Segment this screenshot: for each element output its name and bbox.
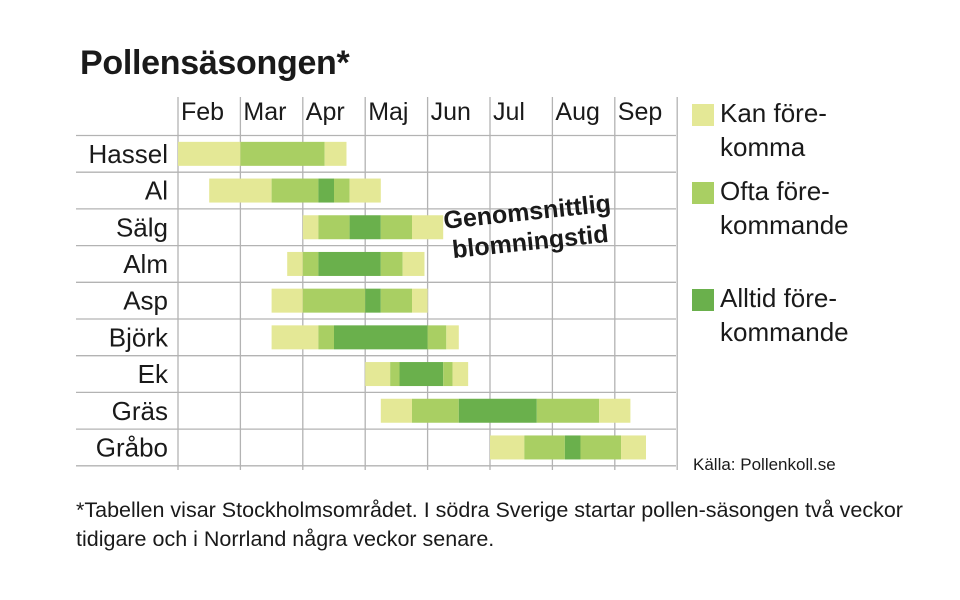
row-label: Asp [123, 286, 168, 316]
bar-segment [412, 398, 459, 423]
bar-segment [349, 178, 381, 203]
row-label: Al [145, 176, 168, 206]
bar-segment [399, 362, 444, 387]
bar-segment [240, 141, 325, 166]
bar-segment [334, 325, 428, 350]
bar-segment [402, 251, 425, 276]
row-label: Alm [123, 249, 168, 279]
month-label: Jun [431, 98, 471, 126]
footnote-text: *Tabellen visar Stockholmsområdet. I söd… [76, 498, 903, 551]
source-text: Källa: Pollenkoll.se [693, 455, 836, 474]
bar-segment [287, 251, 303, 276]
bar-segment [390, 362, 400, 387]
bar-segment [443, 362, 453, 387]
bar-segment [365, 362, 391, 387]
row-label: Gräs [112, 396, 168, 426]
month-label: Aug [555, 98, 599, 126]
bar-segment [412, 288, 428, 313]
bar-segment [524, 435, 565, 460]
bar-segment [324, 141, 347, 166]
bar-segment [318, 325, 334, 350]
bar-segment [380, 251, 403, 276]
bar-segment [380, 215, 412, 240]
bar-segment [458, 398, 537, 423]
bar-segment [621, 435, 646, 460]
legend-label-level0: Kan före- komma [720, 98, 827, 162]
bar-segment [271, 325, 319, 350]
bar-segment [427, 325, 447, 350]
month-label: Jul [493, 98, 525, 126]
bar-segment [178, 141, 241, 166]
bar-segment [302, 251, 319, 276]
bar-segment [490, 435, 525, 460]
month-labels: Feb Mar Apr Maj Jun Jul Aug Sep [181, 98, 662, 126]
bar-segment [334, 178, 350, 203]
row-label: Björk [109, 322, 169, 352]
month-label: Mar [243, 98, 286, 126]
bars [178, 141, 646, 460]
bar-segment [302, 215, 319, 240]
bar-segment [318, 215, 350, 240]
month-label: Apr [306, 98, 345, 126]
legend-swatch-level2 [692, 289, 714, 311]
bar-segment [564, 435, 581, 460]
row-labels: Hassel Al Sälg Alm Asp Björk Ek Gräs Gråbo [89, 139, 169, 463]
bar-segment [271, 288, 303, 313]
bar-segment [302, 288, 366, 313]
bar-segment [412, 215, 444, 240]
bar-segment [365, 288, 381, 313]
bar-segment [318, 251, 381, 276]
bar-segment [318, 178, 334, 203]
month-label: Maj [368, 98, 408, 126]
row-label: Hassel [89, 139, 168, 169]
bar-segment [580, 435, 622, 460]
legend-label-level2: Alltid före- kommande [720, 283, 849, 347]
legend-swatch-level0 [692, 104, 714, 126]
month-label: Sep [618, 98, 662, 126]
month-label: Feb [181, 98, 224, 126]
bar-segment [536, 398, 600, 423]
bar-segment [380, 398, 412, 423]
bar-segment [380, 288, 412, 313]
row-label: Gråbo [96, 432, 168, 462]
bar-segment [349, 215, 381, 240]
legend-swatch-level1 [692, 182, 714, 204]
bar-segment [271, 178, 319, 203]
chart-title: Pollensäsongen* [80, 44, 350, 82]
row-label: Ek [138, 359, 169, 389]
bar-segment [446, 325, 459, 350]
row-label: Sälg [116, 212, 168, 242]
legend-label-level1: Ofta före- kommande [720, 176, 849, 240]
bar-segment [452, 362, 469, 387]
bar-segment [599, 398, 631, 423]
bar-segment [209, 178, 272, 203]
